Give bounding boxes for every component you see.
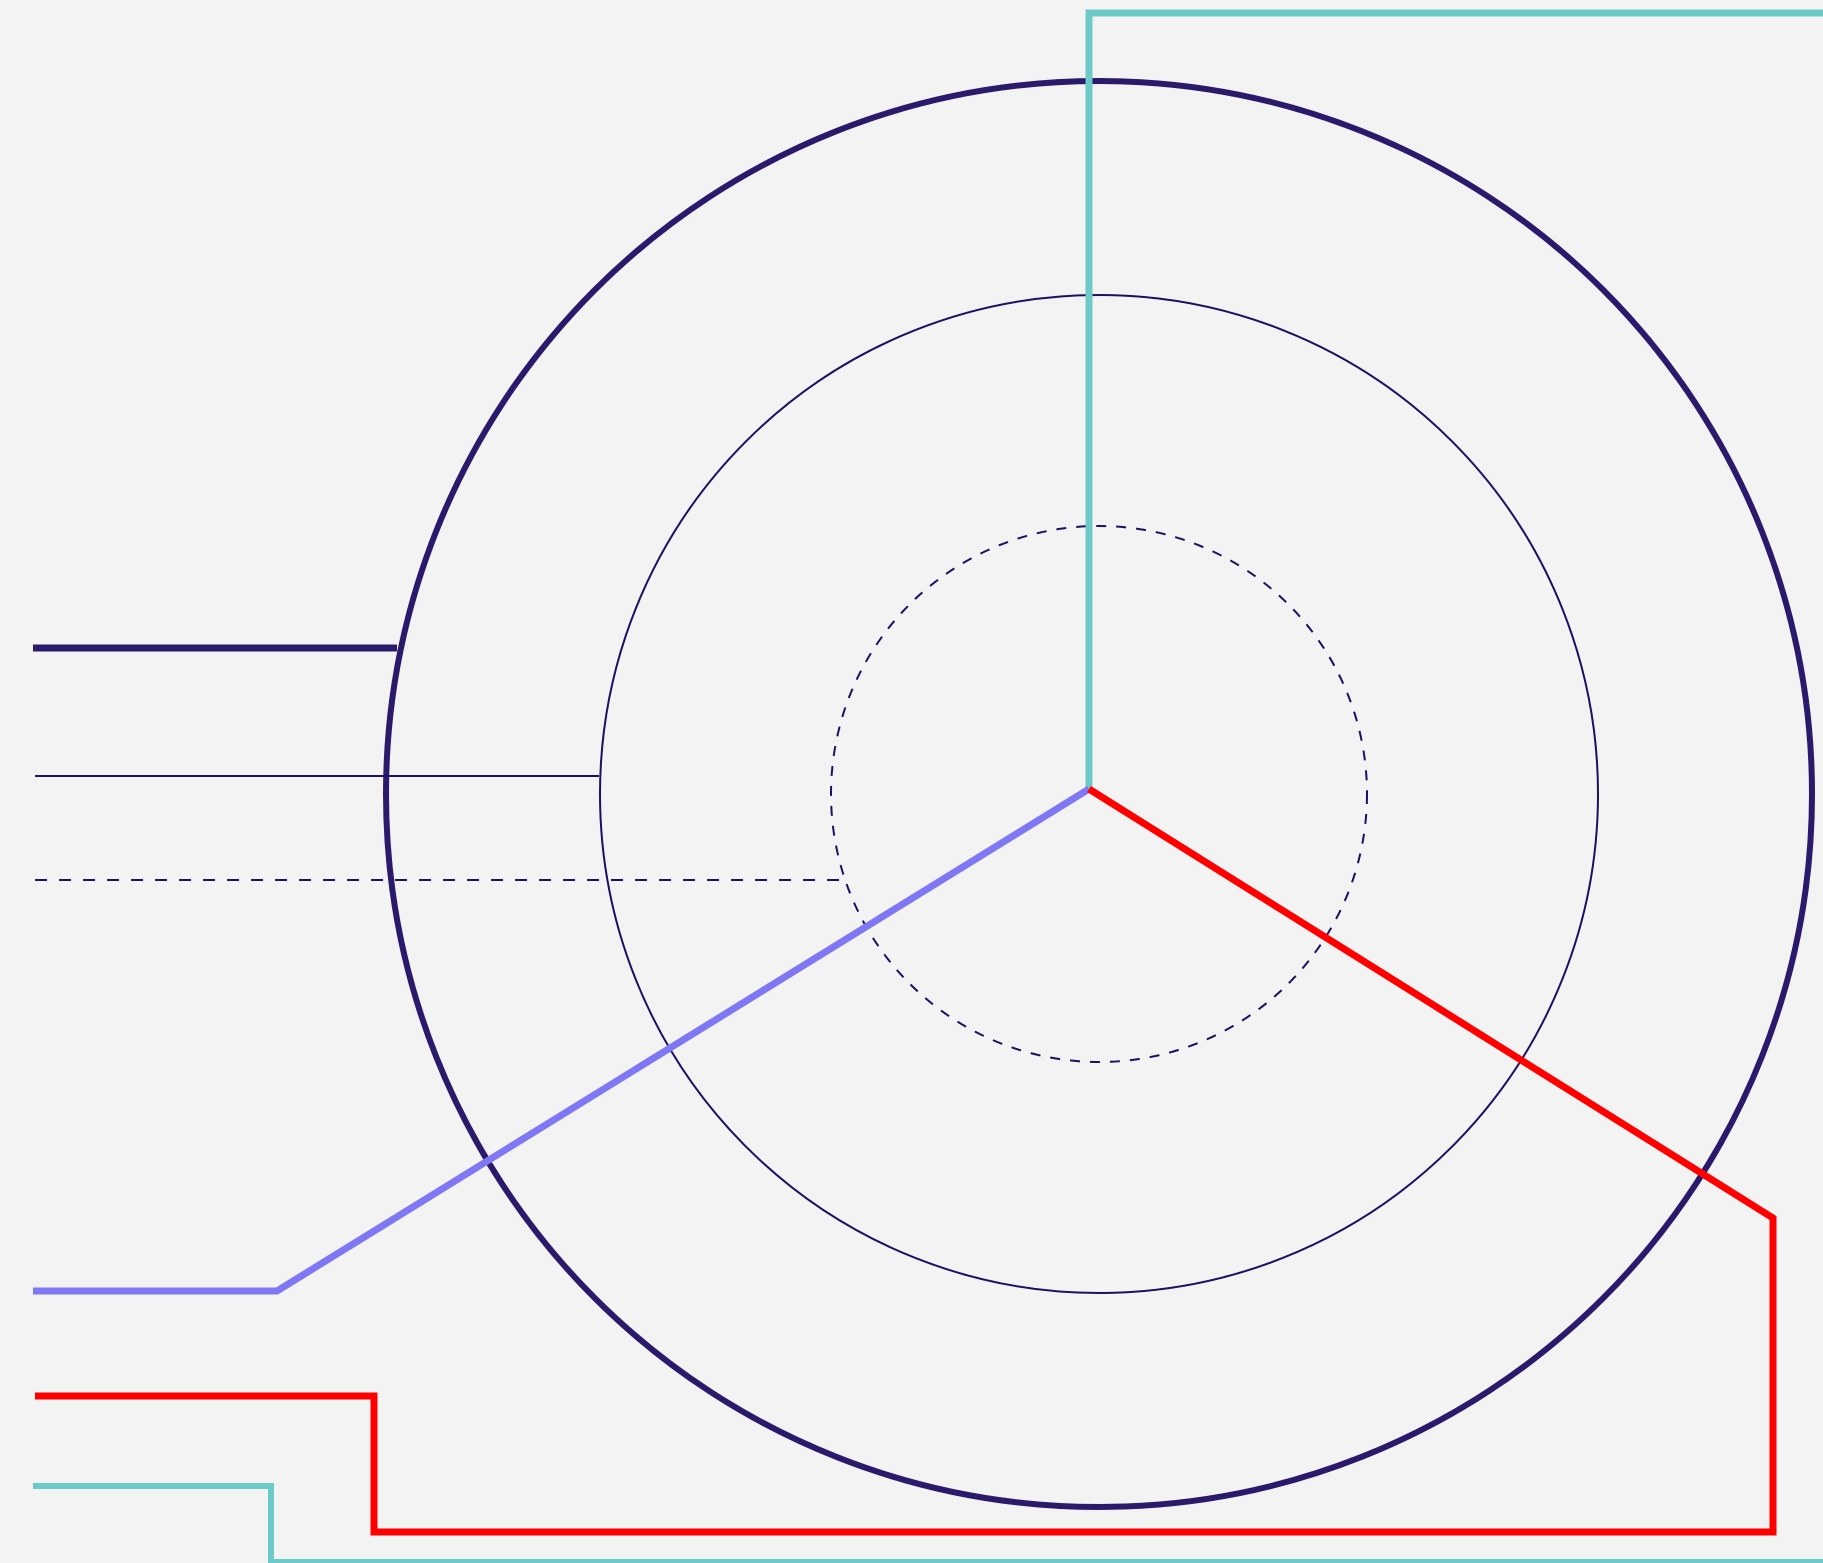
purple-spoke <box>33 786 1091 1295</box>
teal-spoke <box>1085 9 1823 789</box>
outer-ring <box>383 78 1815 1510</box>
inner-ring <box>830 525 1368 1063</box>
red-spoke <box>35 786 1777 1536</box>
middle-ring <box>599 294 1599 1294</box>
teal-lower-connector <box>33 1483 274 1563</box>
